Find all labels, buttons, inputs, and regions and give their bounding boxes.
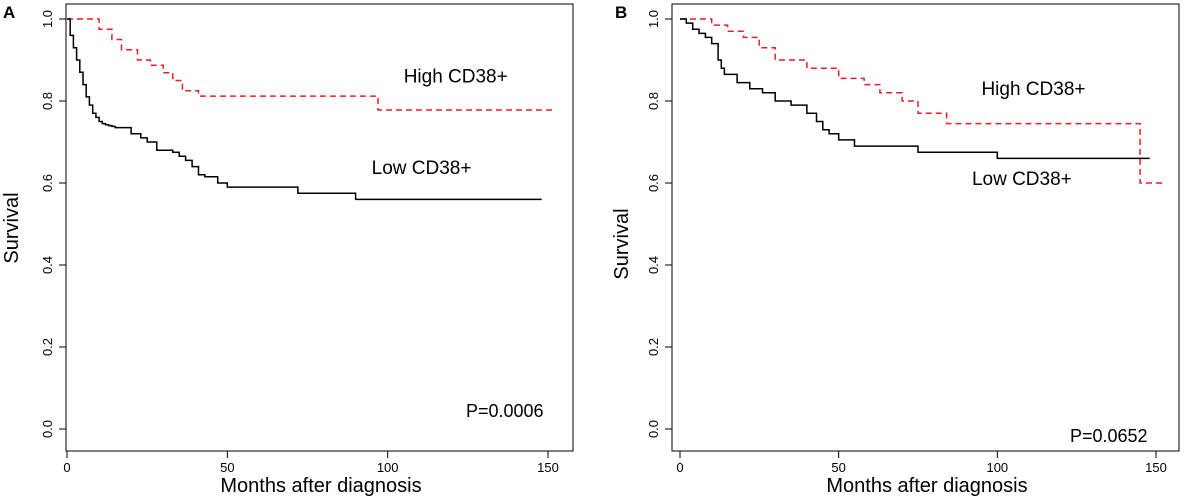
panel-a-ytick-label: 0.4	[40, 256, 55, 274]
panel-a-legend-low: Low CD38+	[372, 158, 472, 179]
panel-b-legend-low: Low CD38+	[972, 169, 1072, 190]
panel-a-frame	[65, 3, 574, 452]
panel-a-legend-high: High CD38+	[404, 67, 508, 88]
panel-b-xtick-label: 50	[831, 460, 845, 475]
panel-b-ytick-label: 0.4	[646, 256, 661, 274]
panel-b-ytick-label: 0.0	[646, 420, 661, 438]
panel-b-ylabel: Survival	[611, 208, 633, 279]
panel-b-frame	[671, 3, 1180, 452]
panel-a-series-low-line	[67, 18, 542, 201]
panel-b-axes: 0.0 0.2 0.4 0.6 0.8 1.0 0 50 100 150	[646, 10, 1167, 475]
panel-a-ytick-label: 1.0	[40, 10, 55, 28]
panel-a-axes: 0.0 0.2 0.4 0.6 0.8 1.0 0 50 100 150	[40, 10, 559, 475]
panel-b-series-high-line	[680, 18, 1163, 184]
panel-a-ytick-label: 0.6	[40, 174, 55, 192]
panel-b-ytick-label: 0.2	[646, 338, 661, 356]
panel-b-pvalue: P=0.0652	[1070, 426, 1148, 446]
panel-a-ytick-label: 0.0	[40, 420, 55, 438]
panel-b-ytick-label: 0.6	[646, 174, 661, 192]
panel-b-series	[680, 18, 1163, 184]
panel-a-xtick-label: 100	[377, 460, 399, 475]
panel-b: B 0.0 0.2 0.4 0.6 0.8 1.0 0 50 100 150 High CD38+…	[611, 3, 1180, 497]
panel-a-series-high-line	[67, 18, 555, 111]
panel-a-ylabel: Survival	[1, 192, 23, 263]
panel-b-series-low-line	[680, 18, 1150, 160]
panel-b-ytick-label: 1.0	[646, 10, 661, 28]
panel-b-xlabel: Months after diagnosis	[826, 475, 1027, 497]
panel-b-ytick-label: 0.8	[646, 92, 661, 110]
panel-a-label: A	[3, 3, 15, 22]
panel-a-xtick-label: 50	[220, 460, 234, 475]
panel-a-pvalue: P=0.0006	[466, 401, 544, 421]
panel-a-series	[67, 18, 555, 201]
panel-a: A 0.0 0.2 0.4 0.6 0.8 1.0 0 50 100 150 High CD38+…	[1, 3, 574, 497]
panel-a-xlabel: Months after diagnosis	[220, 475, 421, 497]
panel-a-xtick-label: 150	[537, 460, 559, 475]
panel-b-label: B	[615, 3, 627, 22]
panel-b-xtick-label: 150	[1145, 460, 1167, 475]
panel-b-legend-high: High CD38+	[981, 79, 1085, 100]
panel-a-ytick-label: 0.2	[40, 338, 55, 356]
panel-a-ytick-label: 0.8	[40, 92, 55, 110]
panel-a-xtick-label: 0	[63, 460, 70, 475]
panel-b-xtick-label: 100	[986, 460, 1008, 475]
panel-b-xtick-label: 0	[676, 460, 683, 475]
